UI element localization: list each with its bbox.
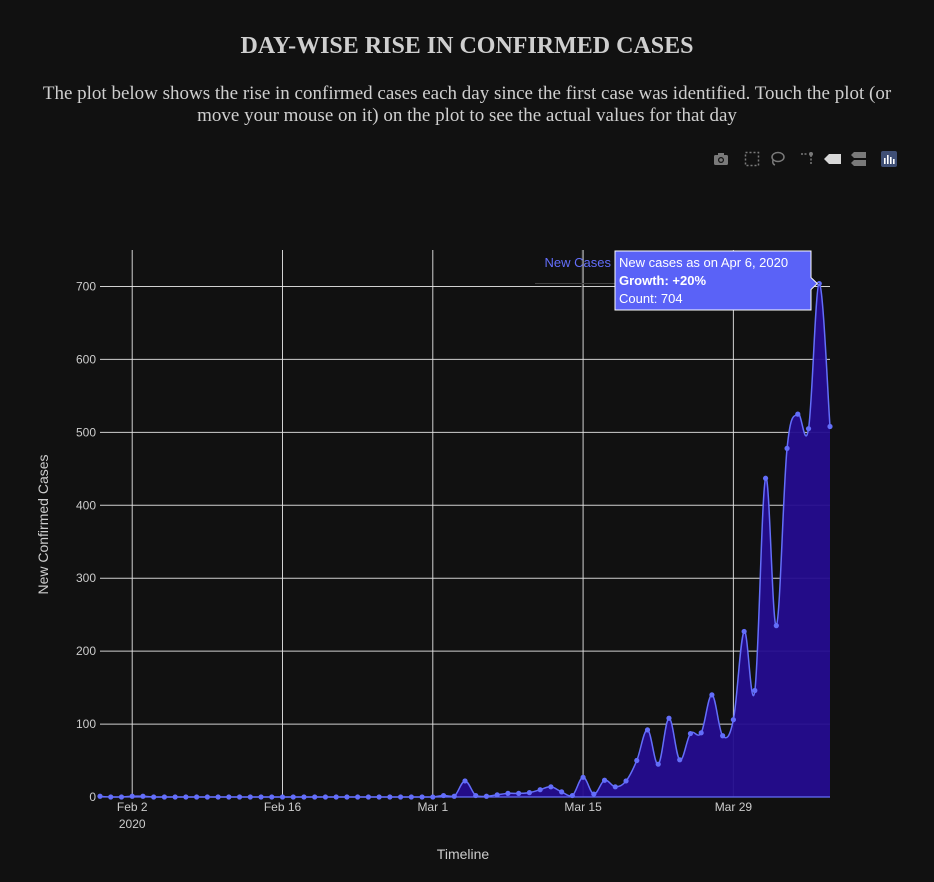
camera-icon[interactable] <box>712 150 730 168</box>
data-point[interactable] <box>827 423 833 430</box>
chart-area-layer <box>99 282 831 798</box>
data-point[interactable] <box>451 793 457 799</box>
data-point[interactable] <box>591 791 597 797</box>
data-point[interactable] <box>140 793 146 799</box>
data-point[interactable] <box>129 793 135 799</box>
chart-grid <box>100 250 830 797</box>
data-point[interactable] <box>762 475 769 481</box>
box-select-icon[interactable] <box>743 150 761 168</box>
data-point[interactable] <box>784 445 790 451</box>
data-point[interactable] <box>505 790 511 796</box>
hover-line-date: New cases as on Apr 6, 2020 <box>619 255 788 270</box>
hover-compare-icon[interactable] <box>849 150 867 168</box>
data-point[interactable] <box>537 787 543 793</box>
data-point[interactable] <box>494 792 500 798</box>
x-tick-sublabel: 2020 <box>119 817 146 831</box>
data-point[interactable] <box>559 789 565 795</box>
y-tick-label: 100 <box>76 717 96 731</box>
data-point[interactable] <box>612 784 618 790</box>
data-point[interactable] <box>816 280 822 287</box>
data-point[interactable] <box>623 778 629 784</box>
data-point[interactable] <box>548 784 554 790</box>
x-axis-title: Timeline <box>437 846 490 862</box>
data-point[interactable] <box>773 623 779 629</box>
page-subtitle: The plot below shows the rise in confirm… <box>42 83 892 126</box>
data-point[interactable] <box>795 411 801 417</box>
y-axis-title: New Confirmed Cases <box>35 454 51 594</box>
data-point[interactable] <box>526 790 533 796</box>
x-tick-label: Mar 1 <box>417 800 448 814</box>
chart-modebar <box>712 150 905 168</box>
hover-line-count: Count: 704 <box>619 291 683 306</box>
data-point[interactable] <box>709 692 715 698</box>
data-point[interactable] <box>752 687 758 694</box>
hover-line-growth: Growth: +20% <box>619 273 706 288</box>
page-title: DAY-WISE RISE IN CONFIRMED CASES <box>240 33 694 59</box>
data-point[interactable] <box>677 757 683 763</box>
series-area-fill <box>100 283 830 798</box>
x-tick-label: Feb 2 <box>117 800 148 814</box>
data-point[interactable] <box>720 733 726 739</box>
hover-tooltip-box <box>614 250 818 311</box>
chart-axes: 0 100 200 300 400 500 600 700 Feb 2 2020 Feb 16 Mar… <box>35 279 830 862</box>
data-point[interactable] <box>601 777 608 783</box>
y-tick-label: 500 <box>76 425 96 439</box>
y-tick-label: 300 <box>76 571 96 585</box>
series-line <box>99 282 831 798</box>
data-point[interactable] <box>805 426 812 432</box>
x-tick-label: Mar 15 <box>564 800 602 814</box>
data-point[interactable] <box>741 628 747 635</box>
data-point[interactable] <box>698 730 704 736</box>
y-tick-label: 400 <box>76 498 96 512</box>
data-point[interactable] <box>634 757 640 764</box>
hover-closest-icon[interactable] <box>824 150 842 168</box>
data-point[interactable] <box>687 730 694 737</box>
data-point[interactable] <box>516 790 522 796</box>
data-point[interactable] <box>462 778 468 784</box>
x-tick-label: Feb 16 <box>264 800 302 814</box>
lasso-select-icon[interactable] <box>768 150 786 168</box>
hover-series-label: New Cases <box>545 255 612 270</box>
data-point[interactable] <box>483 793 490 799</box>
data-point[interactable] <box>580 774 586 780</box>
y-tick-label: 600 <box>76 352 96 366</box>
data-point[interactable] <box>97 793 103 799</box>
chart-points <box>97 280 833 800</box>
y-tick-label: 200 <box>76 644 96 658</box>
data-point[interactable] <box>644 727 651 733</box>
data-point[interactable] <box>730 717 736 723</box>
data-point[interactable] <box>655 761 661 767</box>
y-tick-label: 700 <box>76 279 96 293</box>
spike-lines-icon[interactable] <box>799 150 817 168</box>
plotly-logo-icon[interactable] <box>880 150 898 168</box>
x-tick-label: Mar 29 <box>715 800 753 814</box>
y-tick-label: 0 <box>89 790 96 804</box>
chart-hover: New Cases New cases as on Apr 6, 2020 Grow… <box>535 250 820 311</box>
data-point[interactable] <box>666 715 672 721</box>
